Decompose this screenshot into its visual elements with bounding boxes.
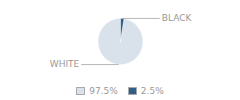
svg-text:WHITE: WHITE xyxy=(50,59,80,69)
svg-text:BLACK: BLACK xyxy=(162,13,193,23)
html-text:97.5%: 97.5% xyxy=(89,86,118,96)
html-text:2.5%: 2.5% xyxy=(140,86,164,96)
